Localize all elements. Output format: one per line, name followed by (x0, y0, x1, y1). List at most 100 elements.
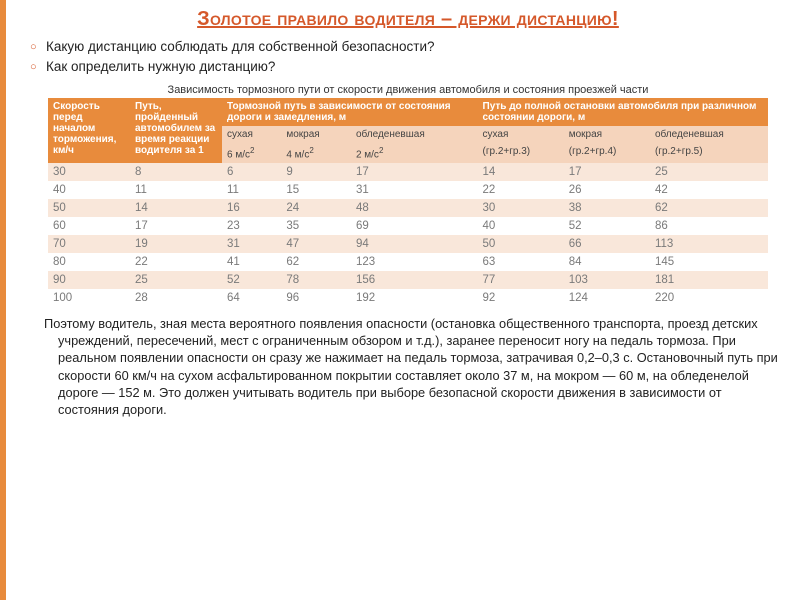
table-cell: 96 (281, 289, 351, 307)
table-cell: 84 (564, 253, 650, 271)
table-cell: 181 (650, 271, 768, 289)
unit-6: 6 м/с2 (222, 143, 281, 163)
slide-content: Золотое правило водителя – держи дистанц… (0, 0, 800, 428)
table-cell: 16 (222, 199, 281, 217)
bullet-item: Какую дистанцию соблюдать для собственно… (30, 37, 786, 57)
table-caption: Зависимость тормозного пути от скорости … (48, 84, 768, 96)
table-cell: 31 (351, 181, 478, 199)
table-cell: 63 (478, 253, 564, 271)
table-cell: 41 (222, 253, 281, 271)
table-cell: 80 (48, 253, 130, 271)
table-cell: 124 (564, 289, 650, 307)
sub-icy: обледеневшая (351, 126, 478, 143)
unit-g5: (гр.2+гр.5) (650, 143, 768, 163)
table-cell: 6 (222, 163, 281, 181)
table-row: 6017233569405286 (48, 217, 768, 235)
unit-g3: (гр.2+гр.3) (478, 143, 564, 163)
unit-2: 2 м/с2 (351, 143, 478, 163)
table-cell: 86 (650, 217, 768, 235)
table-cell: 24 (281, 199, 351, 217)
col-speed: Скорость перед началом торможения, км/ч (48, 98, 130, 163)
table-cell: 90 (48, 271, 130, 289)
table-cell: 31 (222, 235, 281, 253)
table-cell: 62 (281, 253, 351, 271)
table-cell: 26 (564, 181, 650, 199)
table-cell: 192 (351, 289, 478, 307)
table-cell: 69 (351, 217, 478, 235)
braking-table: Скорость перед началом торможения, км/ч … (48, 98, 768, 307)
table-cell: 64 (222, 289, 281, 307)
table-cell: 17 (130, 217, 222, 235)
table-wrapper: Зависимость тормозного пути от скорости … (48, 84, 768, 307)
table-cell: 8 (130, 163, 222, 181)
table-cell: 23 (222, 217, 281, 235)
table-cell: 42 (650, 181, 768, 199)
table-cell: 11 (130, 181, 222, 199)
table-cell: 66 (564, 235, 650, 253)
colgroup-braking: Тормозной путь в зависимости от состояни… (222, 98, 478, 126)
table-cell: 78 (281, 271, 351, 289)
unit-4: 4 м/с2 (281, 143, 351, 163)
table-body: 3086917141725401111153122264250141624483… (48, 163, 768, 307)
table-cell: 52 (222, 271, 281, 289)
sub-dry2: сухая (478, 126, 564, 143)
table-cell: 9 (281, 163, 351, 181)
sub-icy2: обледеневшая (650, 126, 768, 143)
table-cell: 38 (564, 199, 650, 217)
bullet-list: Какую дистанцию соблюдать для собственно… (30, 37, 786, 78)
table-row: 70193147945066113 (48, 235, 768, 253)
table-cell: 17 (351, 163, 478, 181)
sub-dry: сухая (222, 126, 281, 143)
table-cell: 30 (48, 163, 130, 181)
table-cell: 113 (650, 235, 768, 253)
table-cell: 52 (564, 217, 650, 235)
table-cell: 50 (478, 235, 564, 253)
table-cell: 100 (48, 289, 130, 307)
table-row: 9025527815677103181 (48, 271, 768, 289)
table-cell: 94 (351, 235, 478, 253)
table-cell: 156 (351, 271, 478, 289)
slide-title: Золотое правило водителя – держи дистанц… (30, 8, 786, 31)
table-cell: 15 (281, 181, 351, 199)
table-cell: 14 (478, 163, 564, 181)
table-row: 5014162448303862 (48, 199, 768, 217)
table-cell: 25 (130, 271, 222, 289)
table-row: 3086917141725 (48, 163, 768, 181)
table-cell: 19 (130, 235, 222, 253)
col-reaction: Путь, пройденный автомобилем за время ре… (130, 98, 222, 163)
table-cell: 220 (650, 289, 768, 307)
table-cell: 62 (650, 199, 768, 217)
table-cell: 40 (478, 217, 564, 235)
table-cell: 22 (478, 181, 564, 199)
table-cell: 50 (48, 199, 130, 217)
table-cell: 11 (222, 181, 281, 199)
bullet-item: Как определить нужную дистанцию? (30, 57, 786, 77)
table-cell: 35 (281, 217, 351, 235)
table-cell: 30 (478, 199, 564, 217)
table-cell: 22 (130, 253, 222, 271)
table-row: 802241621236384145 (48, 253, 768, 271)
table-cell: 145 (650, 253, 768, 271)
table-cell: 28 (130, 289, 222, 307)
table-row: 10028649619292124220 (48, 289, 768, 307)
table-cell: 25 (650, 163, 768, 181)
table-cell: 17 (564, 163, 650, 181)
table-cell: 77 (478, 271, 564, 289)
table-cell: 92 (478, 289, 564, 307)
table-cell: 70 (48, 235, 130, 253)
table-cell: 40 (48, 181, 130, 199)
body-paragraph: Поэтому водитель, зная места вероятного … (30, 315, 786, 419)
table-cell: 47 (281, 235, 351, 253)
table-cell: 48 (351, 199, 478, 217)
unit-g4: (гр.2+гр.4) (564, 143, 650, 163)
colgroup-stopping: Путь до полной остановки автомобиля при … (478, 98, 769, 126)
sub-wet: мокрая (281, 126, 351, 143)
table-cell: 14 (130, 199, 222, 217)
table-row: 4011111531222642 (48, 181, 768, 199)
sub-wet2: мокрая (564, 126, 650, 143)
table-header-main: Скорость перед началом торможения, км/ч … (48, 98, 768, 126)
table-cell: 123 (351, 253, 478, 271)
accent-left-bar (0, 0, 6, 600)
table-cell: 103 (564, 271, 650, 289)
table-cell: 60 (48, 217, 130, 235)
